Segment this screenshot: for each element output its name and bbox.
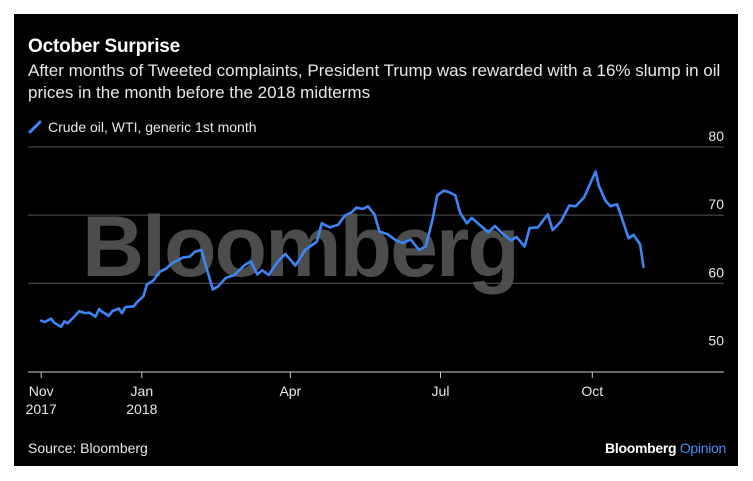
bloomberg-watermark: Bloomberg <box>82 199 518 295</box>
x-tick-label-0: Nov 2017 <box>26 383 57 417</box>
y-tick-label-50: 50 <box>708 332 724 348</box>
y-tick-label-80: 80 <box>708 128 724 144</box>
chart-subtitle: After months of Tweeted complaints, Pres… <box>28 61 721 102</box>
legend-swatch-icon <box>28 120 42 134</box>
x-tick-label-3: Jul <box>432 383 450 399</box>
legend-label: Crude oil, WTI, generic 1st month <box>48 119 257 135</box>
x-tick-label-4: Oct <box>581 383 603 399</box>
line-chart: Bloomberg 50 60 70 80 Nov 2017 Jan 2018 Apr Jul O… <box>26 128 725 417</box>
x-tick-label-2: Apr <box>279 383 301 399</box>
source-note: Source: Bloomberg <box>28 440 148 456</box>
series-line-crude-oil <box>39 170 645 329</box>
brand-logo: Bloomberg Opinion <box>605 440 726 456</box>
y-tick-label-70: 70 <box>708 196 724 212</box>
brand-name: Bloomberg <box>605 440 677 456</box>
legend: Crude oil, WTI, generic 1st month <box>28 119 257 135</box>
x-tick-label-1: Jan 2018 <box>126 383 157 417</box>
chart-card: October Surprise After months of Tweeted… <box>14 14 738 466</box>
y-tick-label-60: 60 <box>708 264 724 280</box>
chart-title: October Surprise <box>28 36 181 57</box>
brand-suffix: Opinion <box>679 440 726 456</box>
